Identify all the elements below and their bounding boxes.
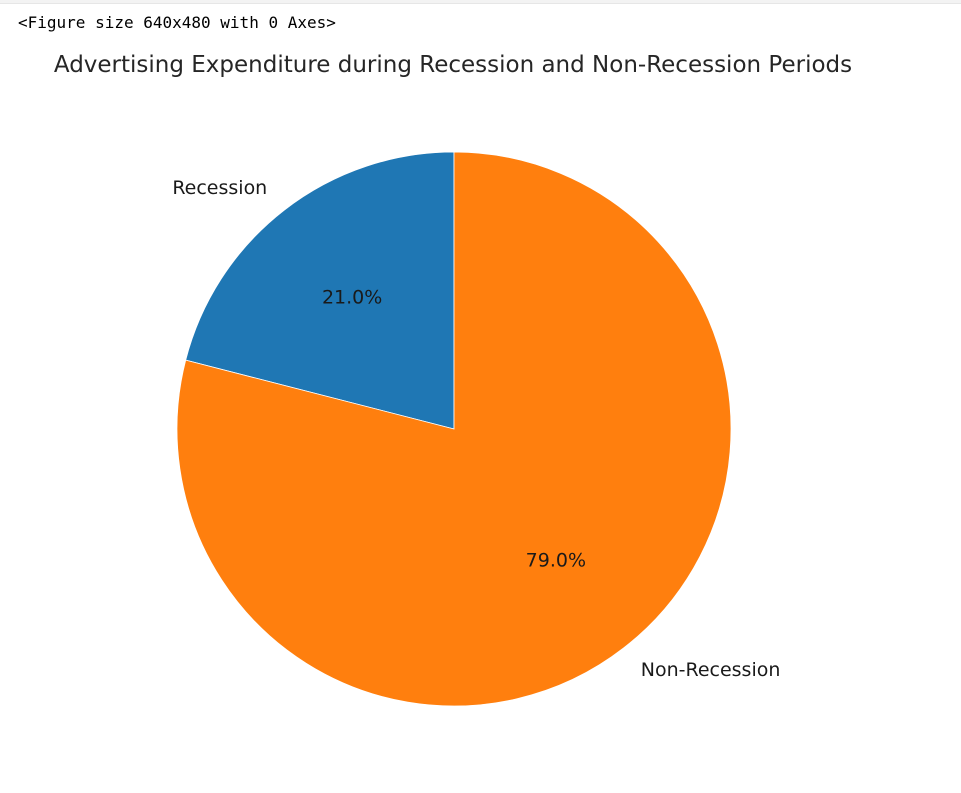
pie-labels: 21.0% Recession 79.0% Non-Recession (172, 177, 780, 681)
pct-label-non-recession: 79.0% (526, 549, 586, 571)
slice-label-non-recession: Non-Recession (641, 659, 781, 681)
pct-label-recession: 21.0% (322, 287, 382, 309)
pie-slice-recession (185, 151, 455, 430)
chart-title: Advertising Expenditure during Recession… (54, 52, 852, 78)
pie-chart-figure: Advertising Expenditure during Recession… (0, 40, 961, 793)
pie-slice-non-recession (176, 151, 732, 707)
pie-chart: Advertising Expenditure during Recession… (54, 52, 852, 707)
cell-top-border (0, 0, 961, 4)
figure-size-text: <Figure size 640x480 with 0 Axes> (18, 13, 336, 32)
pie-slices (176, 151, 732, 707)
slice-label-recession: Recession (172, 177, 267, 199)
